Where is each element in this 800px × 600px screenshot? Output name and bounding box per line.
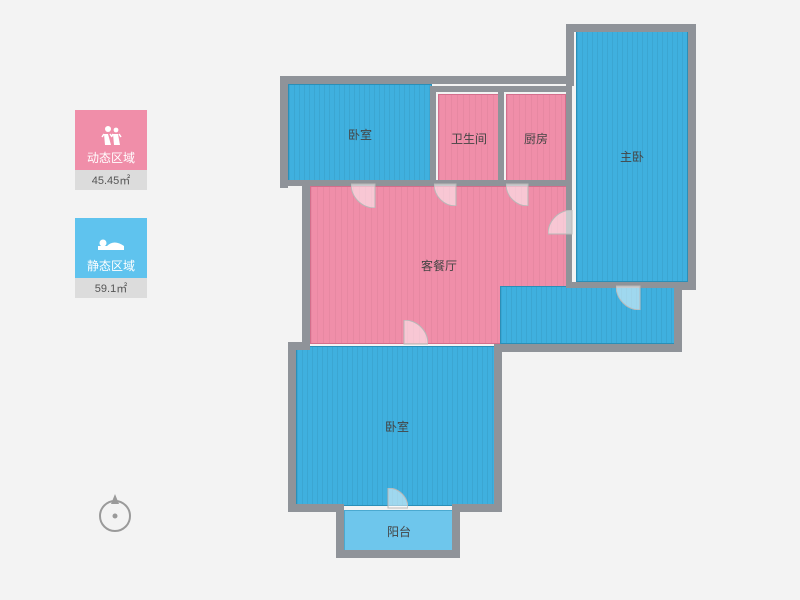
- room-label-bathroom: 卫生间: [451, 130, 487, 147]
- legend-static-icon: 静态区域: [75, 218, 147, 278]
- room-label-living: 客餐厅: [421, 257, 457, 274]
- wall-segment: [566, 24, 574, 86]
- compass-icon: [95, 490, 135, 539]
- wall-segment: [280, 76, 572, 84]
- door-arc: [506, 162, 550, 206]
- legend-dynamic: 动态区域 45.45㎡: [75, 110, 147, 190]
- legend-dynamic-icon: 动态区域: [75, 110, 147, 170]
- legend-dynamic-value: 45.45㎡: [75, 170, 147, 190]
- wall-segment: [452, 504, 460, 558]
- door-arc: [380, 320, 428, 368]
- room-bedroom2: 卧室: [296, 346, 498, 506]
- room-label-kitchen: 厨房: [524, 130, 548, 147]
- room-label-bedroom1: 卧室: [348, 126, 372, 143]
- wall-segment: [288, 342, 296, 512]
- room-label-bedroom2: 卧室: [385, 418, 409, 435]
- wall-segment: [302, 180, 310, 350]
- bed-icon: [96, 235, 126, 255]
- door-arc: [548, 210, 596, 258]
- door-arc: [434, 162, 478, 206]
- wall-segment: [494, 344, 682, 352]
- legend-panel: 动态区域 45.45㎡ 静态区域 59.1㎡: [75, 110, 147, 326]
- wall-segment: [688, 24, 696, 286]
- door-arc: [616, 262, 664, 310]
- legend-static-label: 静态区域: [87, 257, 135, 274]
- legend-static: 静态区域 59.1㎡: [75, 218, 147, 298]
- wall-segment: [288, 504, 342, 512]
- room-label-master: 主卧: [620, 148, 644, 165]
- wall-segment: [568, 24, 696, 32]
- wall-segment: [498, 86, 504, 186]
- wall-segment: [494, 344, 502, 512]
- wall-segment: [336, 550, 460, 558]
- legend-dynamic-label: 动态区域: [87, 149, 135, 166]
- door-arc: [368, 488, 408, 528]
- people-icon: [98, 125, 124, 147]
- legend-static-value: 59.1㎡: [75, 278, 147, 298]
- wall-segment: [674, 282, 682, 352]
- wall-segment: [280, 76, 288, 188]
- door-arc: [351, 160, 399, 208]
